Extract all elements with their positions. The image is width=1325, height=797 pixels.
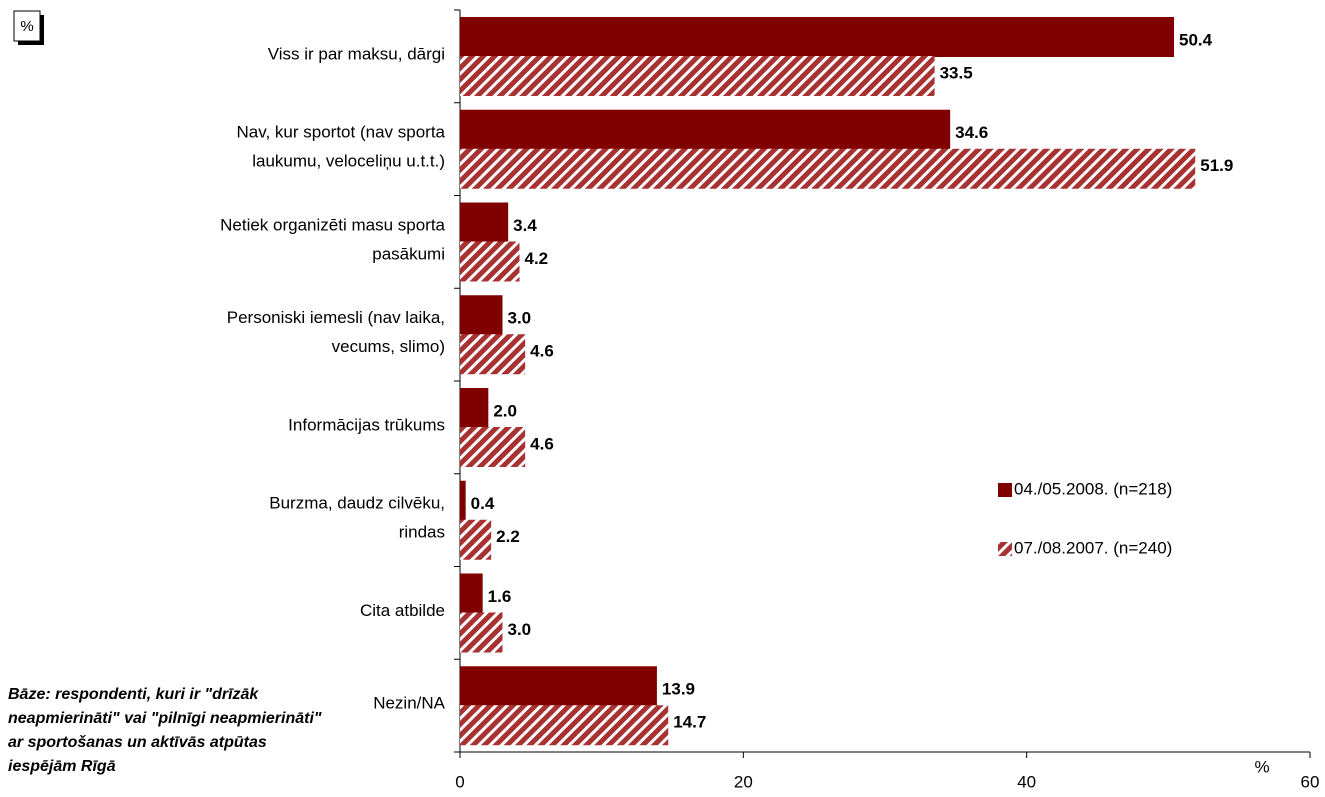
bar: [460, 388, 489, 428]
data-label: 0.4: [471, 494, 495, 513]
bar: [460, 666, 657, 707]
category-label: Burzma, daudz cilvēku, rindas: [269, 494, 445, 542]
x-tick-label: 40: [1017, 772, 1036, 791]
data-label: 4.6: [530, 342, 554, 361]
category-label: Netiek organizēti masu sporta pasākumi: [220, 216, 445, 264]
unit-box: [13, 10, 41, 42]
data-label: 3.0: [508, 620, 532, 639]
x-tick-label: 60: [1301, 772, 1320, 791]
legend-label: 04./05.2008. (n=218): [1014, 479, 1172, 498]
bar: [460, 109, 951, 150]
x-axis-label: %: [1254, 757, 1269, 776]
bar: [460, 519, 492, 560]
bar: [460, 612, 503, 653]
data-label: 51.9: [1200, 156, 1233, 175]
data-label: 1.6: [488, 587, 512, 606]
bar: [460, 705, 669, 746]
bar: [460, 427, 526, 467]
bar: [460, 17, 1174, 57]
category-label: Viss ir par maksu, dārgi: [268, 45, 445, 64]
bar: [460, 573, 483, 614]
data-label: 4.6: [530, 434, 554, 453]
unit-box-label: %: [20, 18, 33, 35]
legend-label: 07./08.2007. (n=240): [1014, 538, 1172, 557]
data-label: 3.4: [513, 216, 537, 235]
x-tick-label: 20: [734, 772, 753, 791]
data-label: 14.7: [673, 713, 706, 732]
category-label: Nav, kur sportot (nav sporta laukumu, vel…: [237, 123, 446, 171]
legend-swatch: [998, 483, 1012, 497]
category-label: Informācijas trūkums: [288, 416, 445, 435]
data-label: 33.5: [940, 63, 973, 82]
data-label: 3.0: [508, 309, 532, 328]
category-label: Personiski iemesli (nav laika, vecums, sl…: [227, 309, 445, 357]
note: Bāze: respondenti, kuri ir "drīzāk neapmi…: [8, 686, 322, 775]
bar: [460, 334, 526, 375]
bar: [460, 56, 935, 96]
bar: [460, 241, 520, 282]
data-label: 34.6: [955, 123, 988, 142]
data-label: 13.9: [662, 680, 695, 699]
bar: [460, 480, 466, 521]
category-label: Cita atbilde: [360, 601, 445, 620]
data-label: 50.4: [1179, 30, 1213, 49]
legend-swatch: [998, 542, 1012, 556]
x-tick-label: 0: [455, 772, 464, 791]
data-label: 2.2: [496, 527, 520, 546]
data-label: 4.2: [525, 249, 549, 268]
bar: [460, 295, 503, 336]
category-label: Nezin/NA: [373, 694, 445, 713]
bar: [460, 202, 509, 243]
bar: [460, 148, 1196, 189]
data-label: 2.0: [493, 401, 517, 420]
